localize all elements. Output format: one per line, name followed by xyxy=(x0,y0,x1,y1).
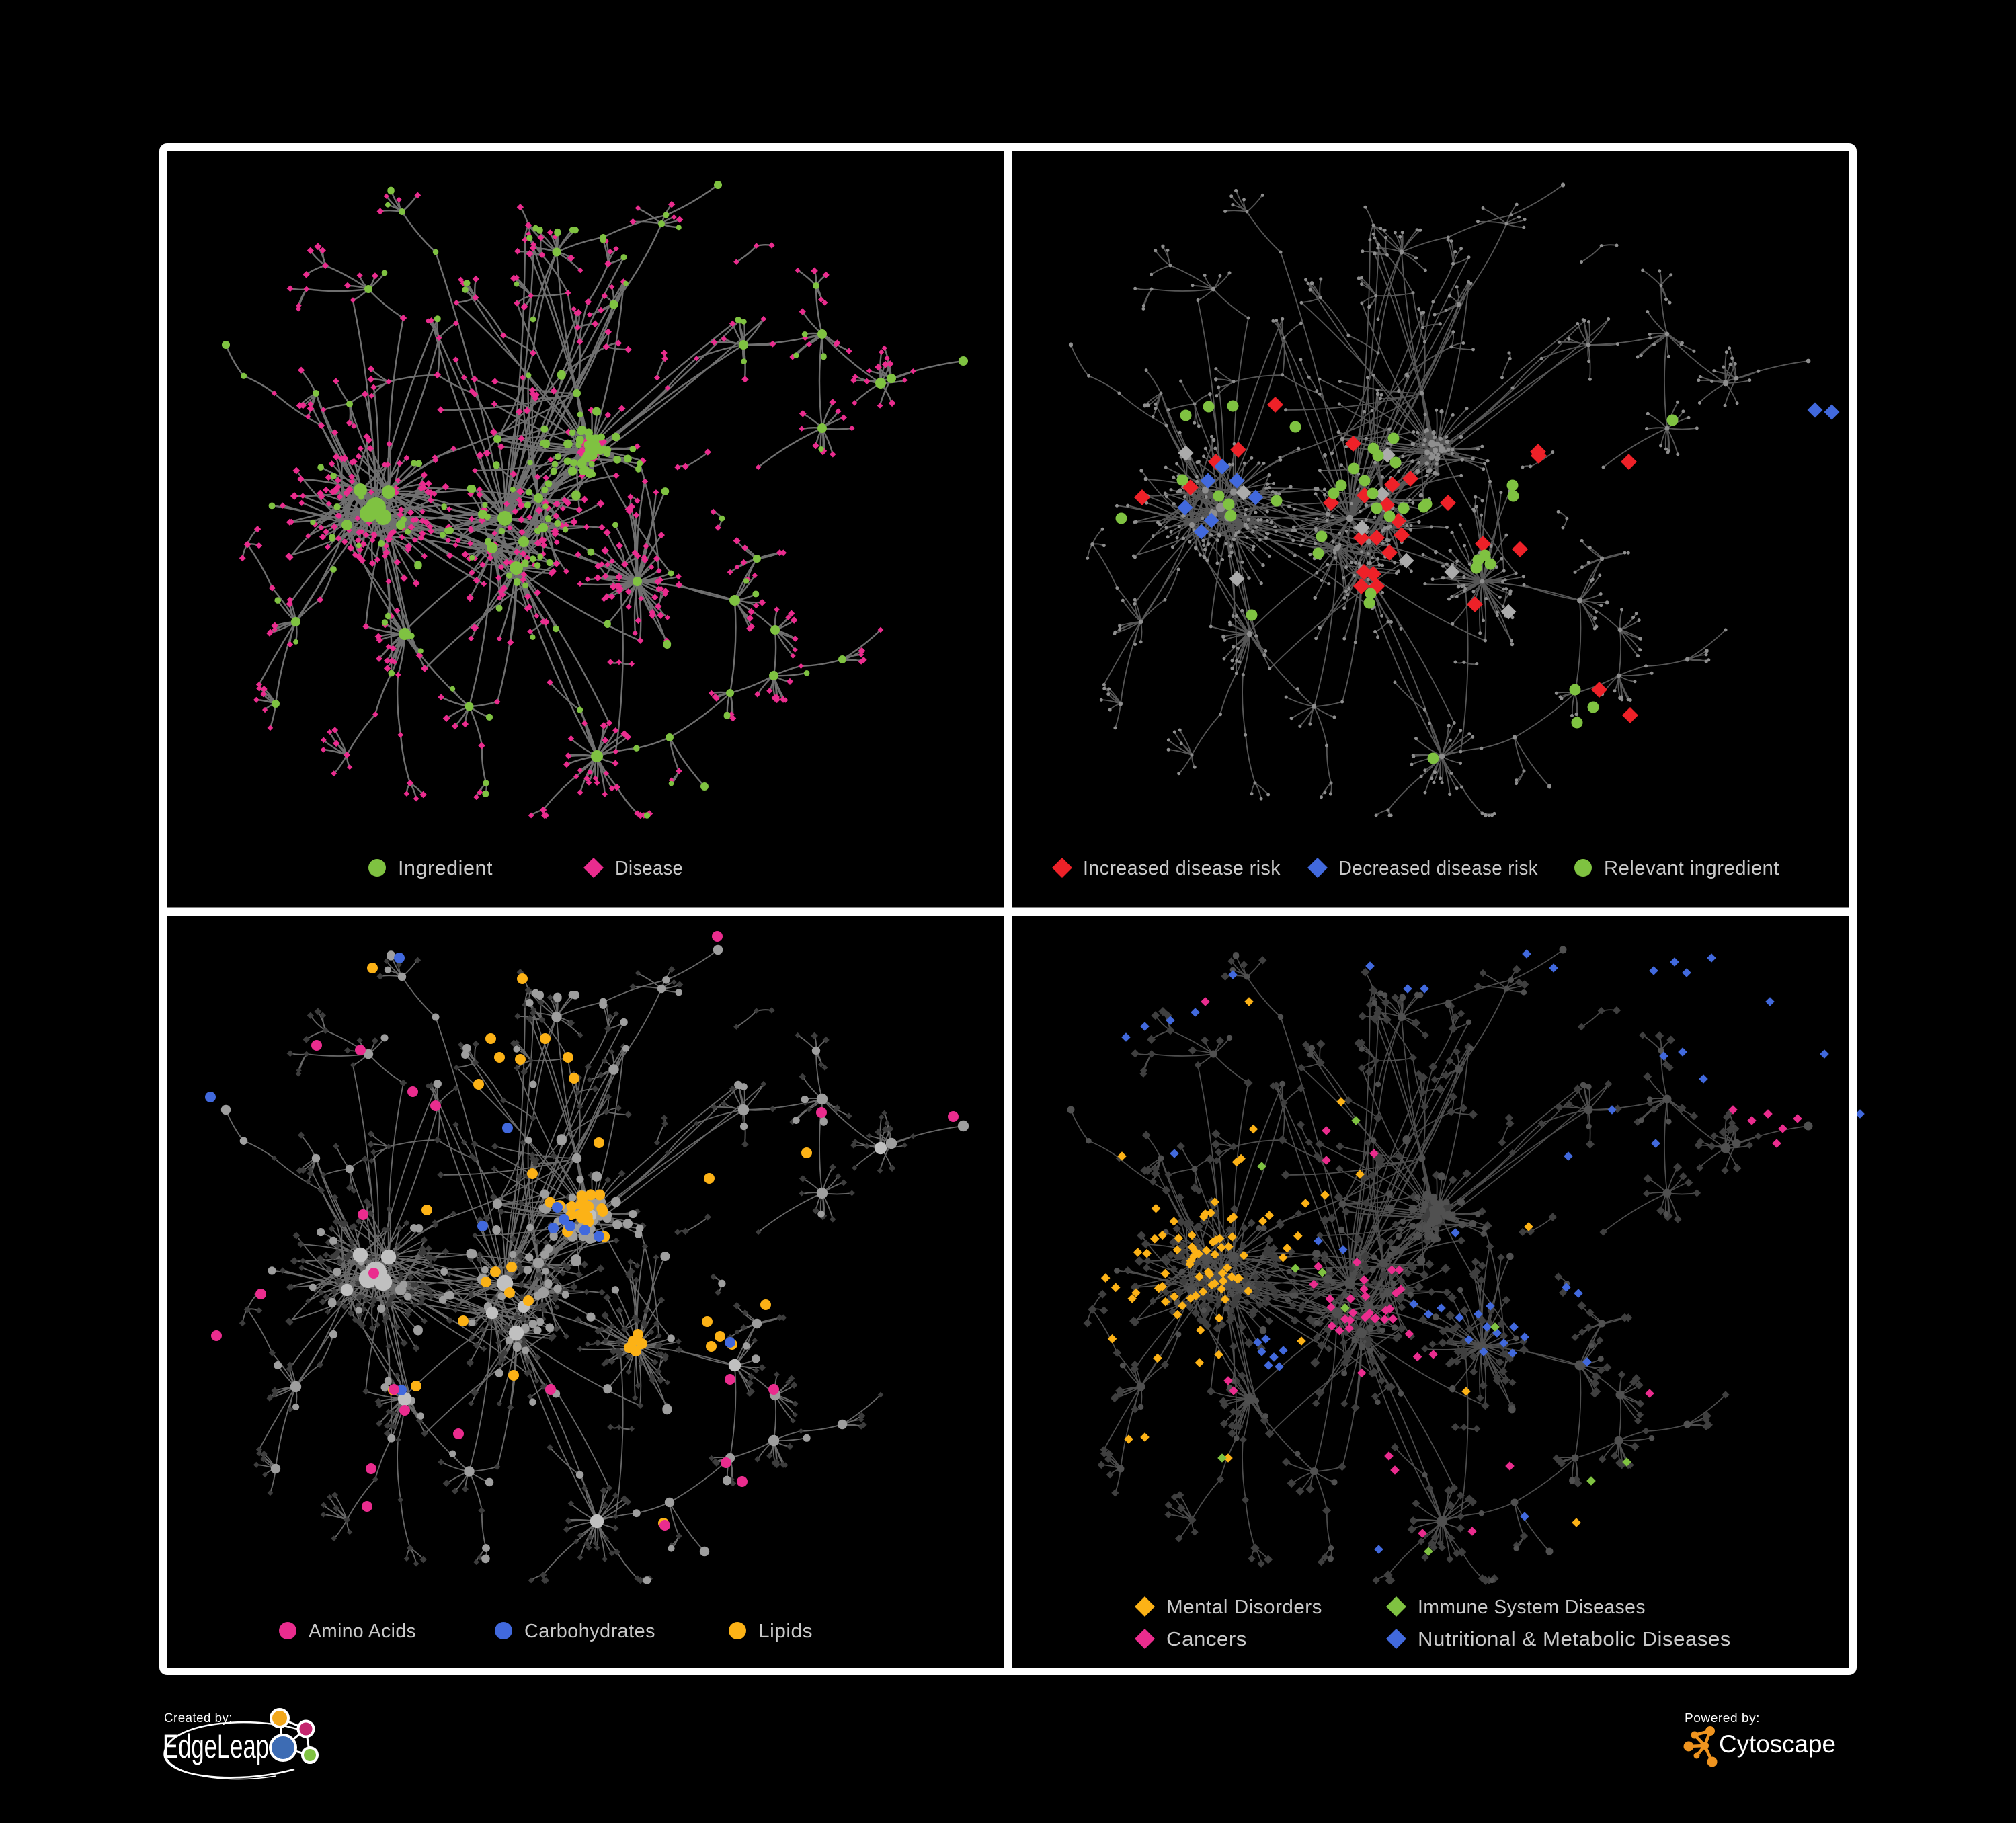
svg-text:Lipids: Lipids xyxy=(758,1621,813,1642)
svg-text:Created by:: Created by: xyxy=(164,1711,233,1726)
svg-text:Increased disease risk: Increased disease risk xyxy=(1083,858,1281,879)
svg-text:Decreased disease risk: Decreased disease risk xyxy=(1338,858,1538,879)
svg-text:Carbohydrates: Carbohydrates xyxy=(524,1621,655,1642)
svg-text:Powered by:: Powered by: xyxy=(1685,1711,1760,1725)
svg-text:Relevant ingredient: Relevant ingredient xyxy=(1604,858,1779,879)
svg-text:Nutritional & Metabolic Diseas: Nutritional & Metabolic Diseases xyxy=(1418,1629,1731,1650)
svg-text:Mental Disorders: Mental Disorders xyxy=(1166,1596,1322,1618)
svg-text:Immune System Diseases: Immune System Diseases xyxy=(1418,1596,1646,1618)
svg-text:EdgeLeap: EdgeLeap xyxy=(163,1728,269,1765)
svg-text:Cancers: Cancers xyxy=(1166,1629,1247,1650)
svg-text:Disease: Disease xyxy=(615,858,683,879)
svg-text:Amino Acids: Amino Acids xyxy=(309,1621,416,1642)
svg-text:Ingredient: Ingredient xyxy=(398,858,493,879)
svg-text:Cytoscape: Cytoscape xyxy=(1719,1730,1836,1758)
